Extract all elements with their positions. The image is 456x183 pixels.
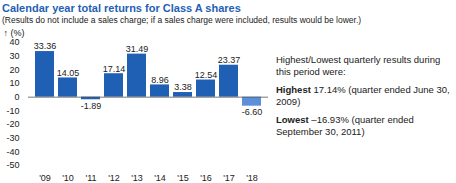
svg-text:-50: -50 (6, 160, 19, 170)
svg-text:17.14: 17.14 (103, 64, 126, 74)
svg-text:'18: '18 (246, 173, 258, 181)
svg-text:-6.60: -6.60 (242, 107, 263, 117)
svg-text:23.37: 23.37 (218, 55, 241, 65)
svg-text:'17: '17 (223, 173, 235, 181)
svg-text:'15: '15 (177, 173, 189, 181)
svg-text:'09: '09 (39, 173, 51, 181)
svg-text:'14: '14 (154, 173, 166, 181)
html-text:Highest 17.14% (quarter ended: Highest 17.14% (quarter ended June 30, 2… (276, 84, 450, 107)
svg-text:↑ (%): ↑ (%) (4, 28, 25, 38)
svg-text:'13: '13 (131, 173, 143, 181)
svg-text:10: 10 (9, 78, 19, 88)
svg-text:-40: -40 (6, 147, 19, 157)
svg-text:0: 0 (14, 92, 19, 102)
svg-text:3.38: 3.38 (174, 82, 192, 92)
svg-text:8.96: 8.96 (151, 75, 169, 85)
svg-text:-30: -30 (6, 133, 19, 143)
svg-text:14.05: 14.05 (57, 68, 80, 78)
html-text:(Results do not include a sale: (Results do not include a sales charge; … (2, 15, 362, 25)
svg-text:-20: -20 (6, 119, 19, 129)
svg-text:20: 20 (9, 65, 19, 75)
svg-text:33.36: 33.36 (34, 41, 57, 51)
html-text:Lowest –16.93% (quarter ended: Lowest –16.93% (quarter ended September … (276, 114, 414, 137)
svg-text:'16: '16 (200, 173, 212, 181)
html-text:Highest/Lowest quarterly resul: Highest/Lowest quarterly results during … (276, 54, 441, 77)
svg-text:'10: '10 (62, 173, 74, 181)
svg-text:'11: '11 (85, 173, 96, 181)
svg-text:-10: -10 (6, 106, 19, 116)
html-text:Calendar year total returns fo: Calendar year total returns for Class A … (2, 2, 241, 14)
svg-text:12.54: 12.54 (195, 70, 218, 80)
svg-text:-1.89: -1.89 (81, 101, 102, 111)
svg-text:31.49: 31.49 (126, 44, 149, 54)
svg-text:'12: '12 (108, 173, 120, 181)
svg-text:30: 30 (9, 51, 19, 61)
svg-text:40: 40 (9, 37, 19, 47)
